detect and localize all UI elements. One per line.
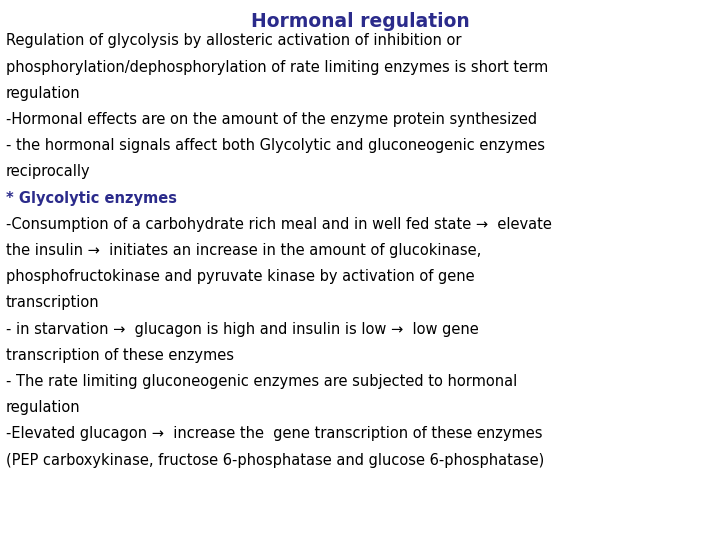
Text: - in starvation →  glucagon is high and insulin is low →  low gene: - in starvation → glucagon is high and i… [6,322,479,336]
Text: * Glycolytic enzymes: * Glycolytic enzymes [6,191,177,206]
Text: -Consumption of a carbohydrate rich meal and in well fed state →  elevate: -Consumption of a carbohydrate rich meal… [6,217,552,232]
Text: -Hormonal effects are on the amount of the enzyme protein synthesized: -Hormonal effects are on the amount of t… [6,112,537,127]
Text: -Elevated glucagon →  increase the  gene transcription of these enzymes: -Elevated glucagon → increase the gene t… [6,427,542,441]
Text: Hormonal regulation: Hormonal regulation [251,12,469,31]
Text: regulation: regulation [6,400,81,415]
Text: - The rate limiting gluconeogenic enzymes are subjected to hormonal: - The rate limiting gluconeogenic enzyme… [6,374,517,389]
Text: phosphorylation/dephosphorylation of rate limiting enzymes is short term: phosphorylation/dephosphorylation of rat… [6,60,548,75]
Text: regulation: regulation [6,86,81,101]
Text: transcription of these enzymes: transcription of these enzymes [6,348,234,363]
Text: (PEP carboxykinase, fructose 6-phosphatase and glucose 6-phosphatase): (PEP carboxykinase, fructose 6-phosphata… [6,453,544,468]
Text: - the hormonal signals affect both Glycolytic and gluconeogenic enzymes: - the hormonal signals affect both Glyco… [6,138,545,153]
Text: Regulation of glycolysis by allosteric activation of inhibition or: Regulation of glycolysis by allosteric a… [6,33,462,49]
Text: the insulin →  initiates an increase in the amount of glucokinase,: the insulin → initiates an increase in t… [6,243,481,258]
Text: phosphofructokinase and pyruvate kinase by activation of gene: phosphofructokinase and pyruvate kinase … [6,269,474,284]
Text: reciprocally: reciprocally [6,164,91,179]
Text: transcription: transcription [6,295,99,310]
